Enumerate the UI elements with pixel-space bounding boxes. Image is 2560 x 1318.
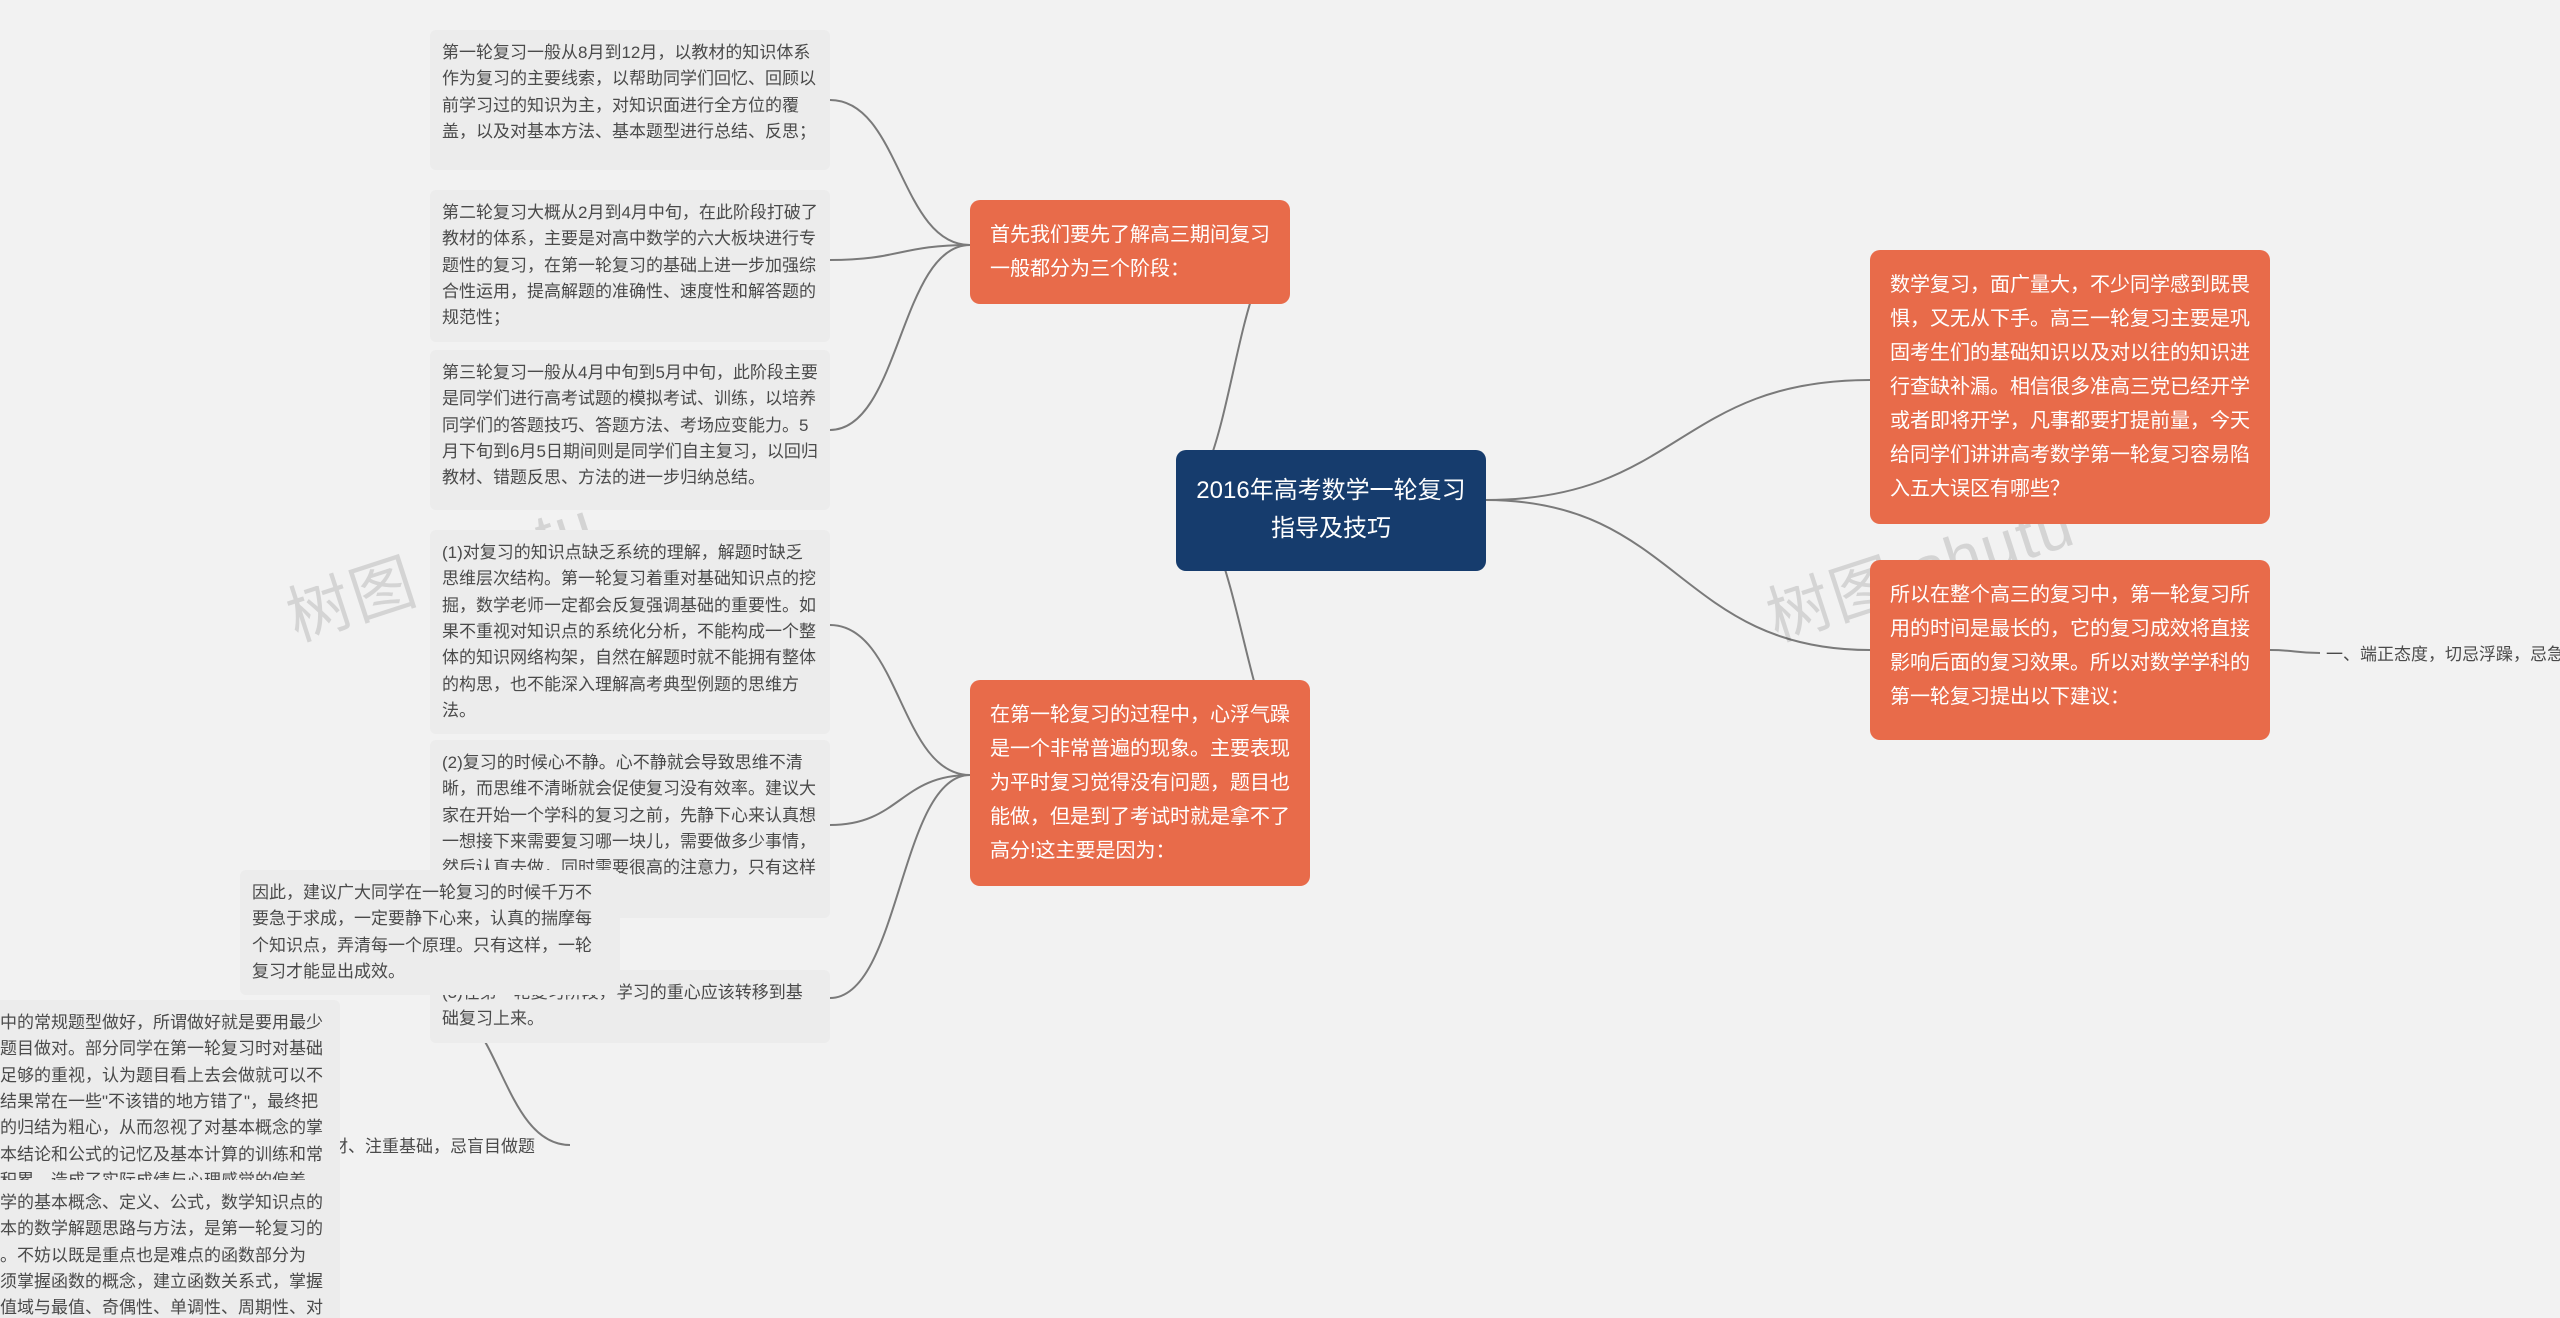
node-label: 因此，建议广大同学在一轮复习的时候千万不要急于求成，一定要静下心来，认真的揣摩每… [252, 883, 592, 981]
node-l1c[interactable]: 第三轮复习一般从4月中旬到5月中旬，此阶段主要是同学们进行高考试题的模拟考试、训… [430, 350, 830, 510]
node-label: 首先我们要先了解高三期间复习一般都分为三个阶段： [990, 224, 1270, 280]
node-l2[interactable]: 在第一轮复习的过程中，心浮气躁是一个非常普遍的现象。主要表现为平时复习觉得没有问… [970, 680, 1310, 886]
node-l2a[interactable]: (1)对复习的知识点缺乏系统的理解，解题时缺乏思维层次结构。第一轮复习着重对基础… [430, 530, 830, 734]
edge [2270, 650, 2320, 653]
edge [1486, 500, 1870, 650]
edge [830, 775, 970, 825]
edge [830, 775, 970, 998]
node-label: 第二轮复习大概从2月到4月中旬，在此阶段打破了教材的体系，主要是对高中数学的六大… [442, 203, 818, 327]
node-r1[interactable]: 数学复习，面广量大，不少同学感到既畏惧，又无从下手。高三一轮复习主要是巩固考生们… [1870, 250, 2270, 524]
node-l2c2b[interactable]: 可见，数学的基本概念、定义、公式，数学知识点的联系，基本的数学解题思路与方法，是… [0, 1180, 340, 1318]
node-label: 第三轮复习一般从4月中旬到5月中旬，此阶段主要是同学们进行高考试题的模拟考试、训… [442, 363, 818, 487]
node-label: 可见，数学的基本概念、定义、公式，数学知识点的联系，基本的数学解题思路与方法，是… [0, 1193, 323, 1318]
node-l1b[interactable]: 第二轮复习大概从2月到4月中旬，在此阶段打破了教材的体系，主要是对高中数学的六大… [430, 190, 830, 342]
node-label: 2016年高考数学一轮复习指导及技巧 [1196, 477, 1465, 542]
node-l1a[interactable]: 第一轮复习一般从8月到12月，以教材的知识体系作为复习的主要线索，以帮助同学们回… [430, 30, 830, 170]
node-r2[interactable]: 所以在整个高三的复习中，第一轮复习所用的时间是最长的，它的复习成效将直接影响后面… [1870, 560, 2270, 740]
node-r2a[interactable]: 一、端正态度，切忌浮躁，忌急于求成 [2320, 638, 2560, 672]
edge [830, 245, 970, 430]
node-l1[interactable]: 首先我们要先了解高三期间复习一般都分为三个阶段： [970, 200, 1290, 304]
node-label: 所以在整个高三的复习中，第一轮复习所用的时间是最长的，它的复习成效将直接影响后面… [1890, 584, 2250, 708]
edge [830, 100, 970, 245]
node-label: 在第一轮复习的过程中，心浮气躁是一个非常普遍的现象。主要表现为平时复习觉得没有问… [990, 704, 1290, 862]
edge [830, 245, 970, 260]
node-root[interactable]: 2016年高考数学一轮复习指导及技巧 [1176, 450, 1486, 571]
node-label: 第一轮复习一般从8月到12月，以教材的知识体系作为复习的主要线索，以帮助同学们回… [442, 43, 816, 141]
node-l2c1[interactable]: 因此，建议广大同学在一轮复习的时候千万不要急于求成，一定要静下心来，认真的揣摩每… [240, 870, 620, 995]
mindmap-canvas: 树图 shutu树图 shutu2016年高考数学一轮复习指导及技巧数学复习，面… [0, 0, 2560, 1318]
node-label: 数学复习，面广量大，不少同学感到既畏惧，又无从下手。高三一轮复习主要是巩固考生们… [1890, 274, 2250, 500]
node-label: 一、端正态度，切忌浮躁，忌急于求成 [2326, 645, 2560, 664]
edge [830, 625, 970, 775]
node-label: 要把书本中的常规题型做好，所谓做好就是要用最少的时间把题目做对。部分同学在第一轮… [0, 1013, 323, 1190]
node-label: (1)对复习的知识点缺乏系统的理解，解题时缺乏思维层次结构。第一轮复习着重对基础… [442, 543, 816, 720]
edge [1486, 380, 1870, 500]
